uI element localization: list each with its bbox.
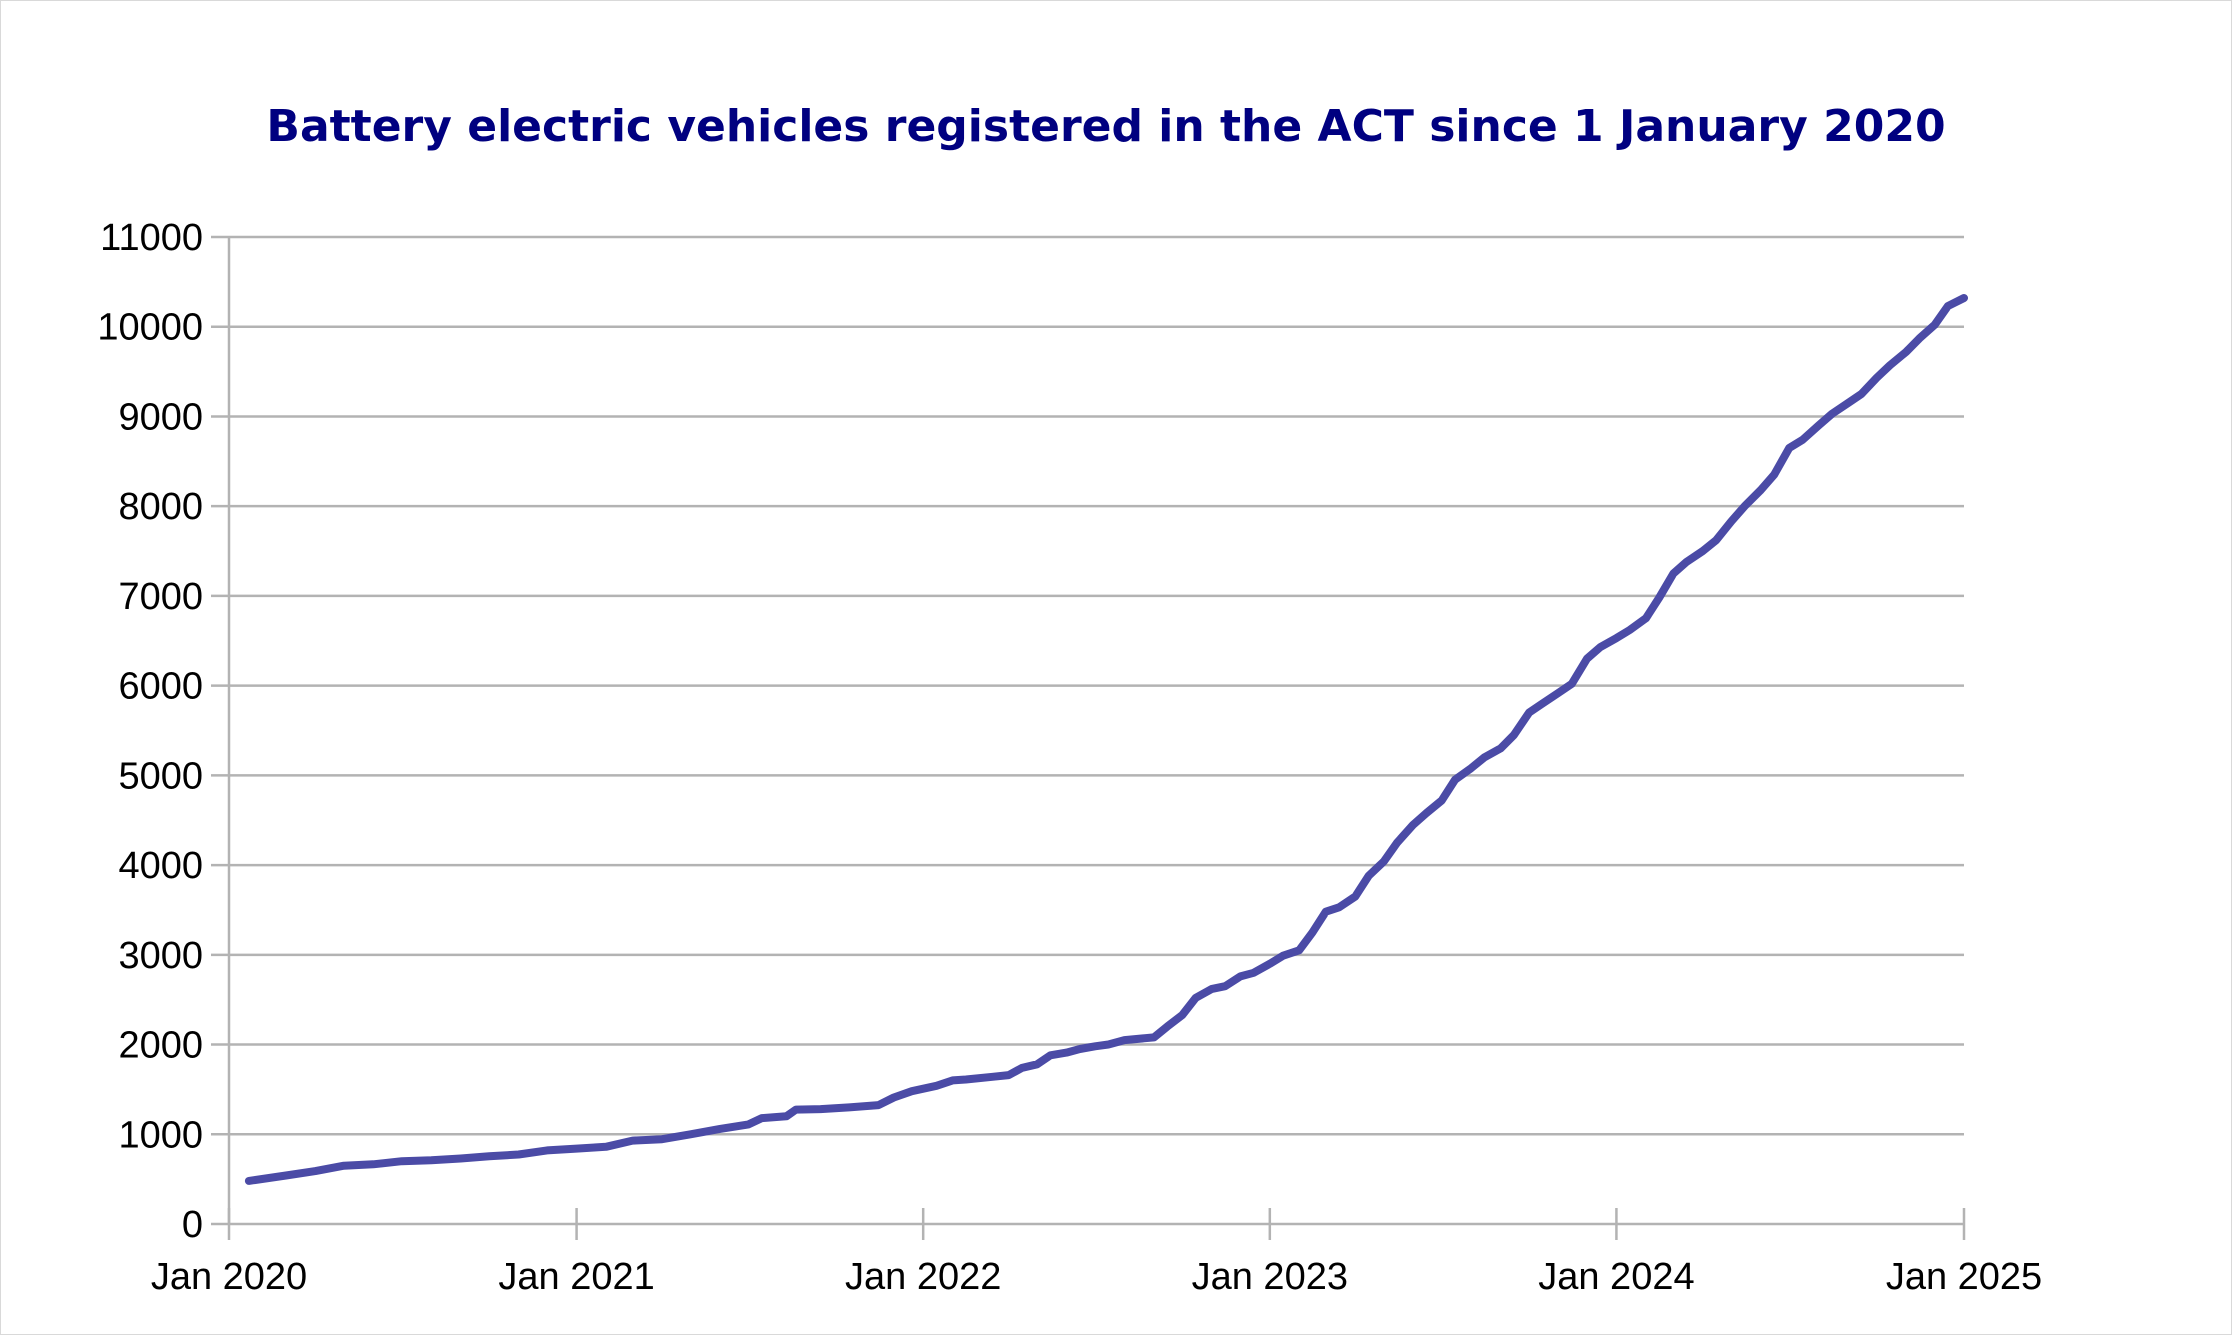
y-tick-label: 4000: [118, 845, 203, 887]
y-tick-label: 3000: [118, 935, 203, 977]
y-tick-label: 0: [182, 1204, 203, 1246]
x-tick-label: Jan 2023: [1192, 1256, 1348, 1298]
x-tick-label: Jan 2021: [498, 1256, 654, 1298]
y-tick-label: 7000: [118, 576, 203, 618]
x-tick-label: Jan 2024: [1538, 1256, 1694, 1298]
axes: [211, 237, 1966, 1240]
series-layer: [244, 294, 1968, 1185]
x-tick-label: Jan 2020: [151, 1256, 307, 1298]
y-tick-label: 2000: [118, 1025, 203, 1067]
x-tick-label: Jan 2025: [1886, 1256, 2042, 1298]
y-tick-label: 6000: [118, 666, 203, 708]
y-tick-label: 1000: [118, 1114, 203, 1156]
y-axis-tick-labels: 0 1000 2000 3000 4000 5000 6000 7000 8000 9000 100…: [97, 217, 203, 1246]
y-tick-label: 5000: [118, 755, 203, 797]
y-tick-label: 11000: [100, 217, 203, 259]
y-tick-label: 10000: [97, 307, 203, 349]
x-axis-tick-labels: Jan 2020 Jan 2021 Jan 2022 Jan 2023 Jan 2024…: [151, 1256, 2042, 1298]
x-tick-label: Jan 2022: [845, 1256, 1001, 1298]
y-tick-label: 8000: [118, 486, 203, 528]
y-tick-label: 9000: [118, 396, 203, 438]
chart-title: Battery electric vehicles registered in …: [266, 101, 1945, 152]
series-line: [244, 294, 1968, 1185]
grid-lines: [211, 235, 1964, 1136]
